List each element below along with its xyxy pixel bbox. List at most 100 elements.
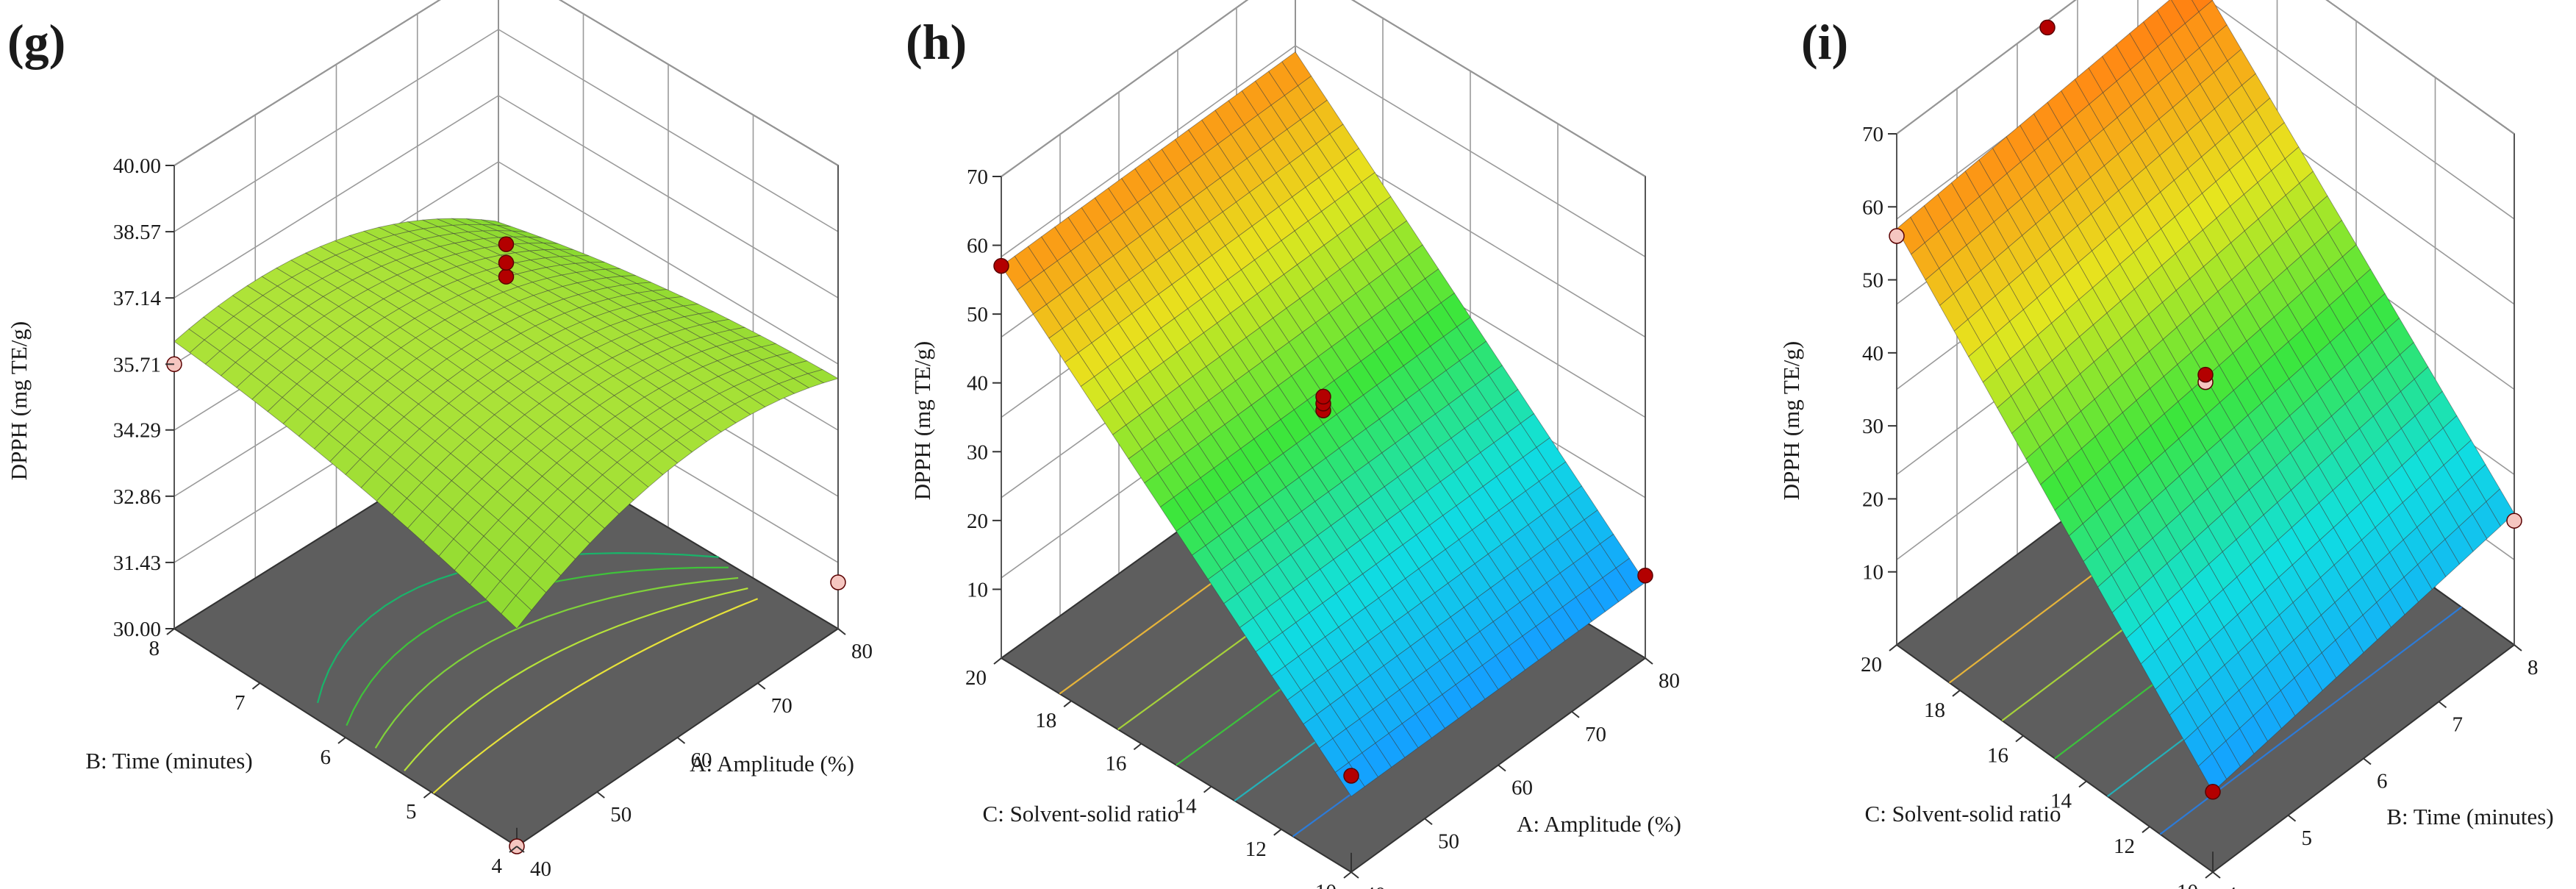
design-point — [498, 268, 515, 285]
y-tick-label: 16 — [1987, 744, 2008, 768]
design-point — [2506, 513, 2522, 529]
y-tick-label: 20 — [1861, 653, 1882, 676]
x-tick-mark — [676, 737, 686, 744]
y-tick-label: 10 — [1315, 880, 1337, 889]
x-tick-label: 5 — [2302, 826, 2313, 850]
z-axis-title: DPPH (mg TE/g) — [6, 321, 32, 480]
response-surface — [173, 218, 840, 629]
y-tick-mark — [1889, 644, 1897, 651]
design-point — [2039, 19, 2056, 36]
y-tick-mark — [1952, 690, 1961, 697]
y-tick-label: 5 — [406, 800, 417, 824]
design-point — [2205, 784, 2221, 800]
x-tick-mark — [1498, 764, 1506, 772]
x-tick-mark — [2514, 644, 2522, 651]
x-tick-label: 6 — [2377, 770, 2388, 793]
y-tick-mark — [2078, 780, 2087, 788]
y-tick-label: 7 — [235, 691, 246, 715]
z-tick-label: 50 — [1862, 269, 1883, 293]
y-tick-mark — [1203, 785, 1212, 793]
z-tick-label: 40.00 — [113, 154, 161, 178]
y-tick-mark — [166, 628, 175, 635]
x-tick-label: 70 — [1585, 723, 1606, 746]
y-tick-mark — [509, 846, 518, 853]
x-tick-mark — [2363, 757, 2372, 765]
z-gridline — [173, 0, 839, 166]
y-tick-mark — [1273, 829, 1282, 836]
x-tick-mark — [596, 791, 605, 799]
y-tick-mark — [2015, 735, 2024, 743]
z-tick-label: 60 — [967, 235, 988, 258]
x-tick-mark — [2438, 701, 2447, 709]
y-tick-label: 8 — [149, 637, 160, 660]
z-tick-label: 30.00 — [113, 618, 161, 641]
x-tick-label: 80 — [851, 640, 873, 663]
y-tick-mark — [993, 657, 1002, 665]
z-tick-label: 32.86 — [113, 485, 161, 509]
y-tick-mark — [423, 791, 432, 799]
y-axis-title: C: Solvent-solid ratio — [983, 801, 1179, 826]
z-tick-label: 35.71 — [113, 353, 161, 376]
x-tick-mark — [2287, 814, 2297, 822]
panel-h: (h) 10 20 30 40 50 60 70 40 50 60 70 80 10 12 14 16 18 20 D… — [906, 0, 1681, 889]
z-tick-label: 30 — [967, 440, 988, 464]
x-tick-label: 60 — [1511, 776, 1533, 800]
x-tick-label: 50 — [610, 803, 632, 826]
x-tick-label: 70 — [771, 694, 793, 718]
response-surface — [1001, 51, 1646, 797]
panel-i: (i) 10 20 30 40 50 60 70 4 5 6 7 8 10 12 14 16 18 20 DPPH (… — [1778, 0, 2554, 889]
x-tick-label: 80 — [1659, 669, 1680, 693]
x-tick-label: 40 — [1364, 883, 1386, 889]
z-gridline — [1896, 0, 2515, 220]
design-point — [1343, 768, 1359, 784]
z-tick-label: 38.57 — [113, 221, 161, 244]
x-tick-label: 4 — [2226, 883, 2237, 889]
x-tick-mark — [757, 682, 766, 690]
design-point — [498, 254, 515, 271]
z-tick-label: 20 — [1862, 488, 1883, 511]
y-tick-label: 20 — [965, 666, 987, 690]
y-tick-mark — [1343, 871, 1352, 879]
design-point — [993, 257, 1009, 274]
x-tick-label: 8 — [2527, 656, 2539, 679]
z-tick-label: 31.43 — [113, 551, 161, 575]
z-tick-label: 70 — [1862, 123, 1883, 146]
z-gridline — [1001, 0, 1646, 177]
z-tick-label: 20 — [967, 510, 988, 533]
x-tick-mark — [516, 846, 525, 853]
y-tick-mark — [2205, 871, 2214, 879]
design-point — [1889, 228, 1905, 244]
x-tick-mark — [1571, 710, 1580, 718]
contour-line — [404, 587, 748, 771]
x-tick-mark — [1645, 657, 1653, 665]
y-tick-label: 16 — [1105, 751, 1126, 775]
y-axis-title: C: Solvent-solid ratio — [1865, 801, 2061, 826]
z-tick-label: 37.14 — [113, 287, 162, 310]
panel-label: (g) — [7, 14, 65, 70]
panel-g: (g) 30.00 31.43 32.86 34.29 35.71 37.14 38.57 40… — [6, 0, 873, 881]
panel-label: (i) — [1801, 14, 1848, 70]
design-point — [1315, 388, 1331, 405]
y-axis-title: B: Time (minutes) — [85, 748, 252, 774]
y-tick-label: 6 — [321, 746, 332, 769]
y-tick-label: 12 — [2114, 835, 2135, 858]
z-tick-label: 40 — [967, 372, 988, 396]
x-axis-title: A: Amplitude (%) — [690, 751, 854, 776]
x-tick-label: 7 — [2452, 713, 2464, 736]
y-tick-mark — [1063, 700, 1072, 707]
x-axis-title: B: Time (minutes) — [2386, 804, 2553, 829]
x-tick-label: 60 — [691, 749, 712, 772]
z-tick-label: 34.29 — [113, 419, 161, 443]
contour-line — [346, 566, 729, 726]
design-point — [1637, 567, 1653, 584]
y-tick-label: 12 — [1245, 838, 1267, 861]
design-point — [830, 574, 846, 590]
y-tick-label: 14 — [1176, 795, 1198, 818]
y-tick-label: 14 — [2050, 789, 2072, 813]
z-tick-label: 60 — [1862, 196, 1883, 219]
y-tick-label: 18 — [1924, 699, 1945, 722]
z-tick-label: 70 — [967, 165, 988, 189]
x-tick-mark — [1350, 871, 1359, 879]
y-tick-mark — [2142, 826, 2150, 833]
z-tick-label: 10 — [1862, 561, 1883, 585]
